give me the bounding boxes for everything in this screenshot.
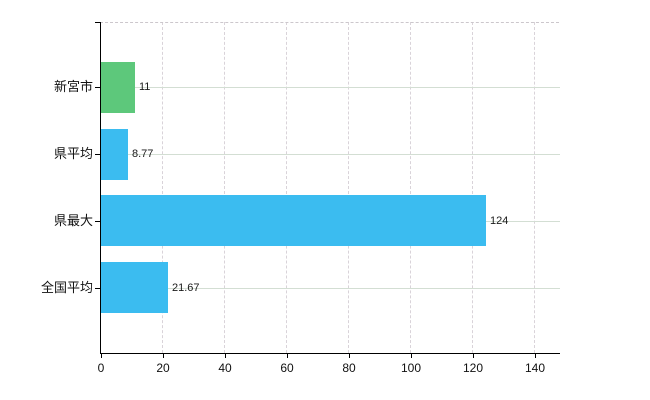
x-tick-label: 140	[524, 361, 546, 375]
horizontal-gridline	[101, 87, 560, 88]
bar-value-label: 8.77	[132, 148, 154, 160]
bar-value-label: 21.67	[172, 282, 200, 294]
vertical-gridline	[348, 22, 350, 353]
vertical-gridline	[410, 22, 412, 353]
y-tick-mark	[95, 154, 100, 155]
bar-県最大	[101, 195, 486, 246]
category-label: 全国平均	[40, 280, 93, 295]
horizontal-gridline	[101, 288, 560, 289]
category-label: 新宮市	[53, 79, 93, 94]
y-tick-mark	[95, 288, 100, 289]
x-tick-label: 80	[342, 361, 356, 375]
x-tick-mark	[473, 353, 474, 358]
bar-新宮市	[101, 62, 135, 113]
x-tick-mark	[101, 353, 102, 358]
x-tick-mark	[163, 353, 164, 358]
bar-value-label: 124	[490, 215, 509, 227]
bar-全国平均	[101, 262, 168, 313]
plot-area-top-border	[100, 22, 559, 23]
x-tick-label: 0	[97, 361, 105, 375]
x-tick-mark	[287, 353, 288, 358]
x-tick-mark	[349, 353, 350, 358]
y-axis-end-tick	[95, 22, 100, 23]
y-tick-mark	[95, 87, 100, 88]
x-tick-label: 20	[156, 361, 170, 375]
vertical-gridline	[534, 22, 536, 353]
bar-県平均	[101, 129, 128, 180]
x-axis-line	[100, 353, 560, 354]
y-axis-line	[100, 22, 101, 354]
x-tick-mark	[535, 353, 536, 358]
category-label: 県最大	[53, 213, 93, 228]
horizontal-gridline	[101, 154, 560, 155]
x-tick-label: 40	[218, 361, 232, 375]
vertical-gridline	[286, 22, 288, 353]
category-label: 県平均	[53, 146, 93, 161]
vertical-gridline	[162, 22, 164, 353]
x-tick-label: 100	[400, 361, 422, 375]
y-tick-mark	[95, 221, 100, 222]
x-tick-mark	[225, 353, 226, 358]
vertical-gridline	[472, 22, 474, 353]
bar-value-label: 11	[139, 81, 151, 93]
x-tick-label: 120	[462, 361, 484, 375]
x-tick-label: 60	[280, 361, 294, 375]
vertical-gridline	[224, 22, 226, 353]
x-tick-mark	[411, 353, 412, 358]
